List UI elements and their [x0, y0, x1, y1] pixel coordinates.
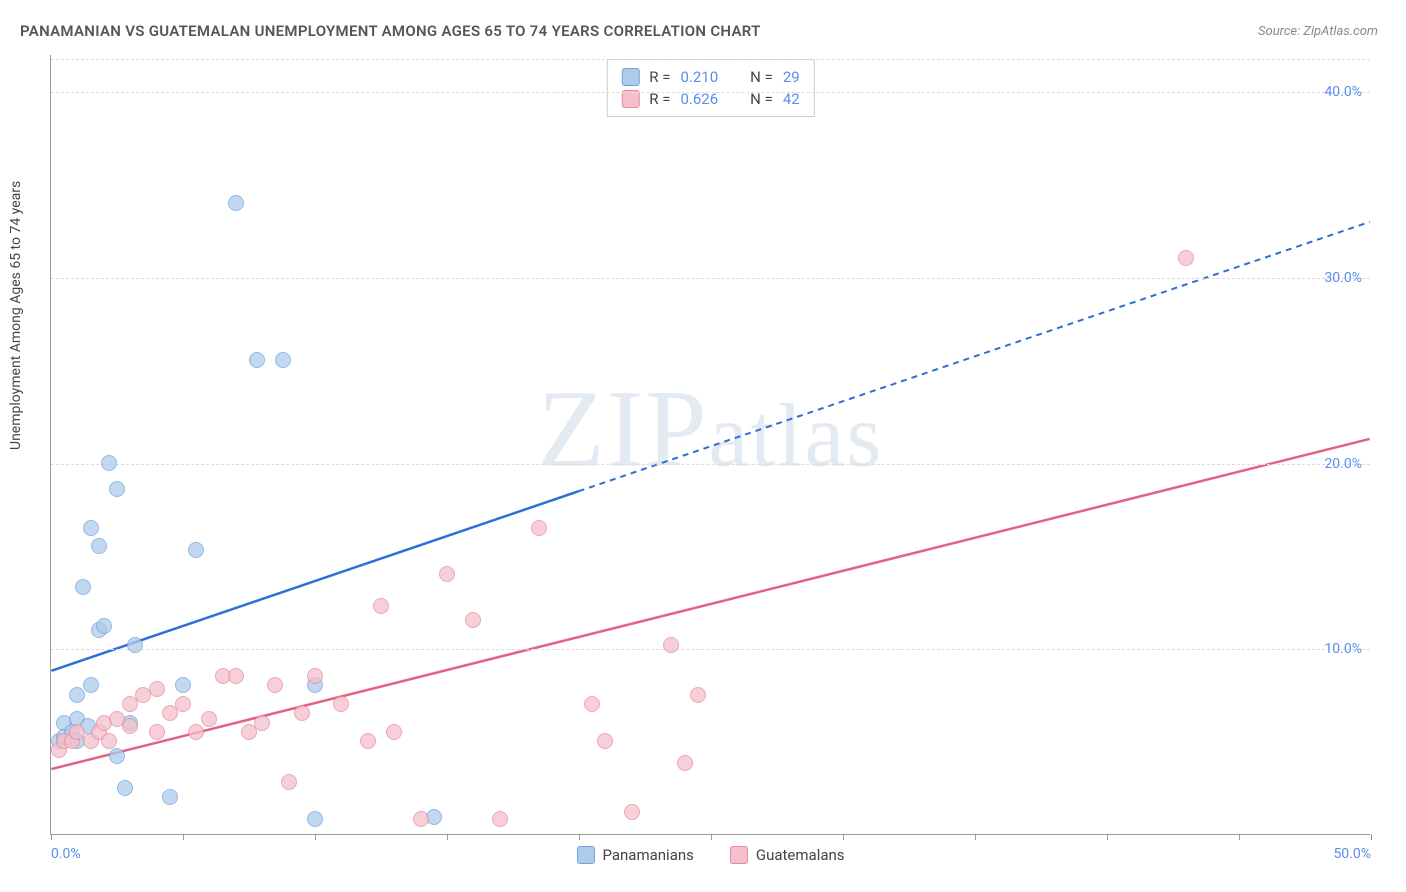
data-point: [531, 520, 547, 536]
legend-swatch: [621, 68, 639, 86]
legend-label: Panamanians: [602, 846, 693, 864]
data-point: [175, 677, 191, 693]
data-point: [75, 579, 91, 595]
data-point: [109, 481, 125, 497]
gridline: [51, 278, 1370, 279]
data-point: [109, 748, 125, 764]
data-point: [201, 711, 217, 727]
data-point: [439, 566, 455, 582]
data-point: [624, 804, 640, 820]
data-point: [275, 352, 291, 368]
data-point: [254, 715, 270, 731]
chart-title: PANAMANIAN VS GUATEMALAN UNEMPLOYMENT AM…: [20, 22, 761, 40]
data-point: [281, 774, 297, 790]
data-point: [373, 598, 389, 614]
legend-r-value: 0.210: [680, 68, 718, 86]
data-point: [663, 637, 679, 653]
data-point: [101, 733, 117, 749]
data-point: [96, 618, 112, 634]
x-tick: [183, 834, 184, 840]
data-point: [149, 681, 165, 697]
data-point: [162, 789, 178, 805]
x-tick: [579, 834, 580, 840]
y-tick-label: 30.0%: [1324, 270, 1380, 286]
x-tick-label: 50.0%: [1333, 846, 1371, 862]
data-point: [1178, 250, 1194, 266]
x-tick: [51, 834, 52, 840]
legend-r-label: R =: [649, 68, 670, 86]
y-tick-label: 10.0%: [1324, 641, 1380, 657]
legend-series: Panamanians Guatemalans: [576, 846, 844, 864]
data-point: [122, 718, 138, 734]
data-point: [188, 542, 204, 558]
scatter-plot: ZIPatlas R =0.210N =29R =0.626N =42 Pana…: [50, 55, 1370, 835]
legend-correlation: R =0.210N =29R =0.626N =42: [606, 59, 814, 117]
watermark: ZIPatlas: [538, 365, 884, 492]
x-tick: [447, 834, 448, 840]
x-tick: [1371, 834, 1372, 840]
gridline: [51, 92, 1370, 93]
data-point: [386, 724, 402, 740]
legend-swatch: [730, 846, 748, 864]
data-point: [117, 780, 133, 796]
gridline: [51, 649, 1370, 650]
trend-lines-svg: [51, 55, 1370, 834]
data-point: [175, 696, 191, 712]
x-tick: [1107, 834, 1108, 840]
x-tick: [843, 834, 844, 840]
data-point: [360, 733, 376, 749]
y-tick-label: 40.0%: [1324, 84, 1380, 100]
data-point: [465, 612, 481, 628]
data-point: [413, 811, 429, 827]
x-tick: [711, 834, 712, 840]
data-point: [127, 637, 143, 653]
data-point: [294, 705, 310, 721]
legend-item: Panamanians: [576, 846, 693, 864]
data-point: [677, 755, 693, 771]
data-point: [228, 668, 244, 684]
x-tick: [1239, 834, 1240, 840]
data-point: [584, 696, 600, 712]
data-point: [91, 538, 107, 554]
x-tick-label: 0.0%: [51, 846, 81, 862]
data-point: [307, 668, 323, 684]
data-point: [492, 811, 508, 827]
data-point: [690, 687, 706, 703]
legend-n-value: 29: [783, 68, 800, 86]
data-point: [307, 811, 323, 827]
gridline: [51, 464, 1370, 465]
data-point: [101, 455, 117, 471]
y-axis-label: Unemployment Among Ages 65 to 74 years: [8, 181, 24, 450]
data-point: [249, 352, 265, 368]
source-attribution: Source: ZipAtlas.com: [1258, 24, 1378, 39]
legend-row: R = 0.210 N = 29: [621, 66, 799, 88]
data-point: [228, 195, 244, 211]
data-point: [149, 724, 165, 740]
y-tick-label: 20.0%: [1324, 456, 1380, 472]
data-point: [597, 733, 613, 749]
data-point: [188, 724, 204, 740]
legend-swatch: [576, 846, 594, 864]
data-point: [333, 696, 349, 712]
data-point: [83, 677, 99, 693]
legend-item: Guatemalans: [730, 846, 845, 864]
x-tick: [975, 834, 976, 840]
data-point: [267, 677, 283, 693]
gridline: [51, 59, 1370, 60]
legend-n-label: N =: [750, 68, 773, 86]
data-point: [83, 520, 99, 536]
x-tick: [315, 834, 316, 840]
legend-label: Guatemalans: [756, 846, 845, 864]
